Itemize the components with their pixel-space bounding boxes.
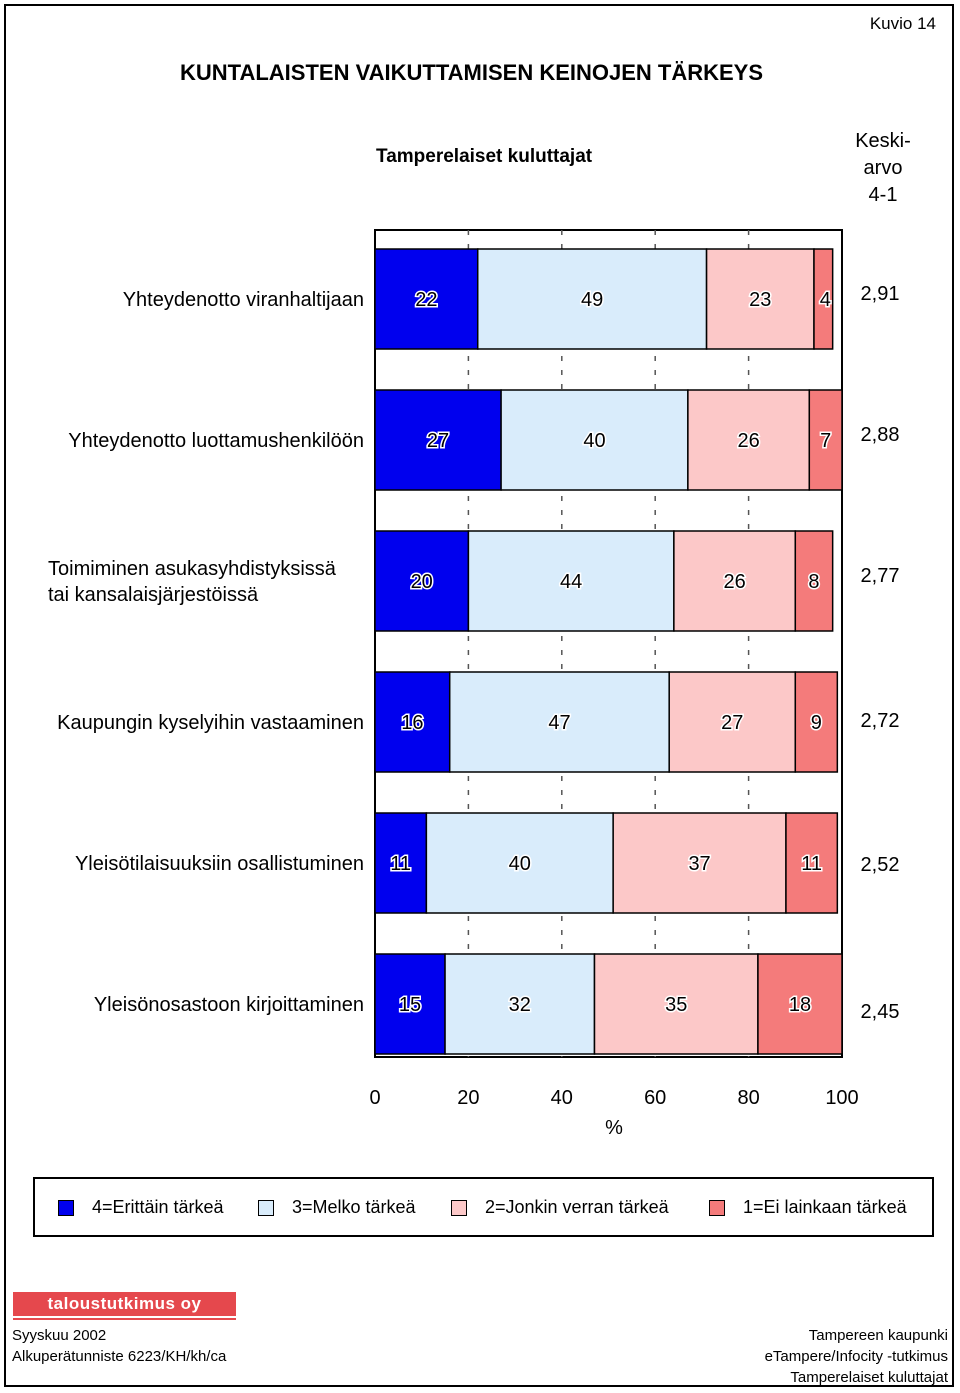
bar-segment [444,953,596,1055]
data-label: 23 [749,289,771,311]
data-label: 18 [789,994,811,1016]
mean-value: 2,52 [861,854,900,876]
data-label: 15 [399,994,421,1016]
x-tick-label: 20 [457,1087,479,1109]
data-label: 32 [509,994,531,1016]
legend-label-2: 2=Jonkin verran tärkeä [485,1197,669,1217]
data-label: 40 [583,430,605,452]
bar-segment [794,530,834,632]
data-label: 22 [415,289,437,311]
data-label: 11 [390,853,411,875]
legend [33,1177,934,1237]
mean-header-line: 4-1 [868,184,898,206]
footer-project: eTampere/Infocity -tutkimus [764,1348,948,1365]
x-tick-label: 100 [825,1087,858,1109]
data-label: 26 [737,430,759,452]
legend-label-1: 1=Ei lainkaan tärkeä [743,1197,907,1217]
data-label: 27 [721,712,743,734]
legend-item-1: 1=Ei lainkaan tärkeä [709,1197,907,1218]
data-label: 35 [665,994,687,1016]
bar-segment [673,530,797,632]
figure-label: Kuvio 14 [869,14,936,33]
footer-right: Tampereen kaupunki eTampere/Infocity -tu… [765,1325,948,1388]
mean-value: 2,72 [861,710,900,732]
data-label: 40 [509,853,531,875]
footer-client: Tampereen kaupunki [808,1327,948,1344]
chart-title: KUNTALAISTEN VAIKUTTAMISEN KEINOJEN TÄRK… [180,60,764,85]
data-label: 44 [560,571,582,593]
figure-frame [4,4,954,1387]
data-label: 11 [801,853,822,875]
data-label: 49 [581,289,603,311]
x-tick-label: 80 [737,1087,759,1109]
mean-value: 2,88 [861,424,900,446]
footer-source-id: Alkuperätunniste 6223/KH/kh/ca [12,1348,227,1365]
category-label: Yleisönosastoon kirjoittaminen [94,994,364,1016]
bar-segment [785,812,839,914]
category-label: Yhteydenotto viranhaltijaan [123,289,364,311]
bar-segment [467,530,675,632]
data-label: 16 [401,712,423,734]
bar-segment [757,953,843,1055]
category-label: Kaupungin kyselyihin vastaaminen [57,712,364,734]
mean-header-line: arvo [863,157,903,179]
category-label: Yleisötilaisuuksiin osallistuminen [75,853,364,875]
data-label: 7 [820,430,831,452]
bar-segment [425,812,614,914]
data-label: 4 [820,289,831,311]
bar-segment [612,812,787,914]
footer-left: Syyskuu 2002 Alkuperätunniste 6223/KH/kh… [12,1325,226,1367]
legend-item-2: 2=Jonkin verran tärkeä [451,1197,669,1218]
company-logo: taloustutkimus oy [13,1292,236,1316]
mean-value: 2,45 [861,1001,900,1023]
legend-swatch-2 [451,1199,467,1216]
legend-item-4: 4=Erittäin tärkeä [58,1197,224,1218]
category-label: Yhteydenotto luottamushenkilöön [68,430,364,452]
category-label: Toimiminen asukasyhdistyksissä [48,558,337,580]
bar-segment [374,812,428,914]
mean-value: 2,91 [861,283,900,305]
plot-area [374,229,843,1058]
x-tick-label: 40 [551,1087,573,1109]
data-label: 26 [723,571,745,593]
bar-segment [448,671,670,773]
legend-swatch-3 [258,1199,274,1216]
data-label: 27 [427,430,449,452]
legend-swatch-4 [58,1199,74,1216]
x-tick-label: 60 [644,1087,666,1109]
chart-subtitle: Tamperelaiset kuluttajat [376,146,593,167]
stacked-bar-chart: 22 49 23 4 Yhteydenotto viranhaltijaan 2,91 27… [48,229,900,1139]
mean-value: 2,77 [861,565,900,587]
bar-segment [813,248,834,350]
legend-label-3: 3=Melko tärkeä [292,1197,416,1217]
data-label: 9 [811,712,822,734]
x-tick-label: 0 [369,1087,380,1109]
bar-segment [687,389,811,491]
x-axis-label: % [605,1117,623,1139]
data-label: 8 [808,571,819,593]
bar-segment [705,248,815,350]
data-label: 47 [548,712,570,734]
data-label: 37 [688,853,710,875]
footer-population: Tamperelaiset kuluttajat [790,1369,948,1386]
legend-swatch-1 [709,1199,725,1216]
footer-date: Syyskuu 2002 [12,1327,107,1344]
mean-column-header: Keski- arvo 4-1 [838,128,928,209]
mean-header-line: Keski- [855,130,911,152]
category-label: tai kansalaisjärjestöissä [48,584,259,606]
bar-segment [808,389,843,491]
logo-underline [13,1318,236,1320]
bar-segment [374,530,470,632]
bar-segment [794,671,839,773]
legend-label-4: 4=Erittäin tärkeä [92,1197,224,1217]
data-label: 20 [411,571,433,593]
bar-segment [593,953,759,1055]
legend-item-3: 3=Melko tärkeä [258,1197,416,1218]
